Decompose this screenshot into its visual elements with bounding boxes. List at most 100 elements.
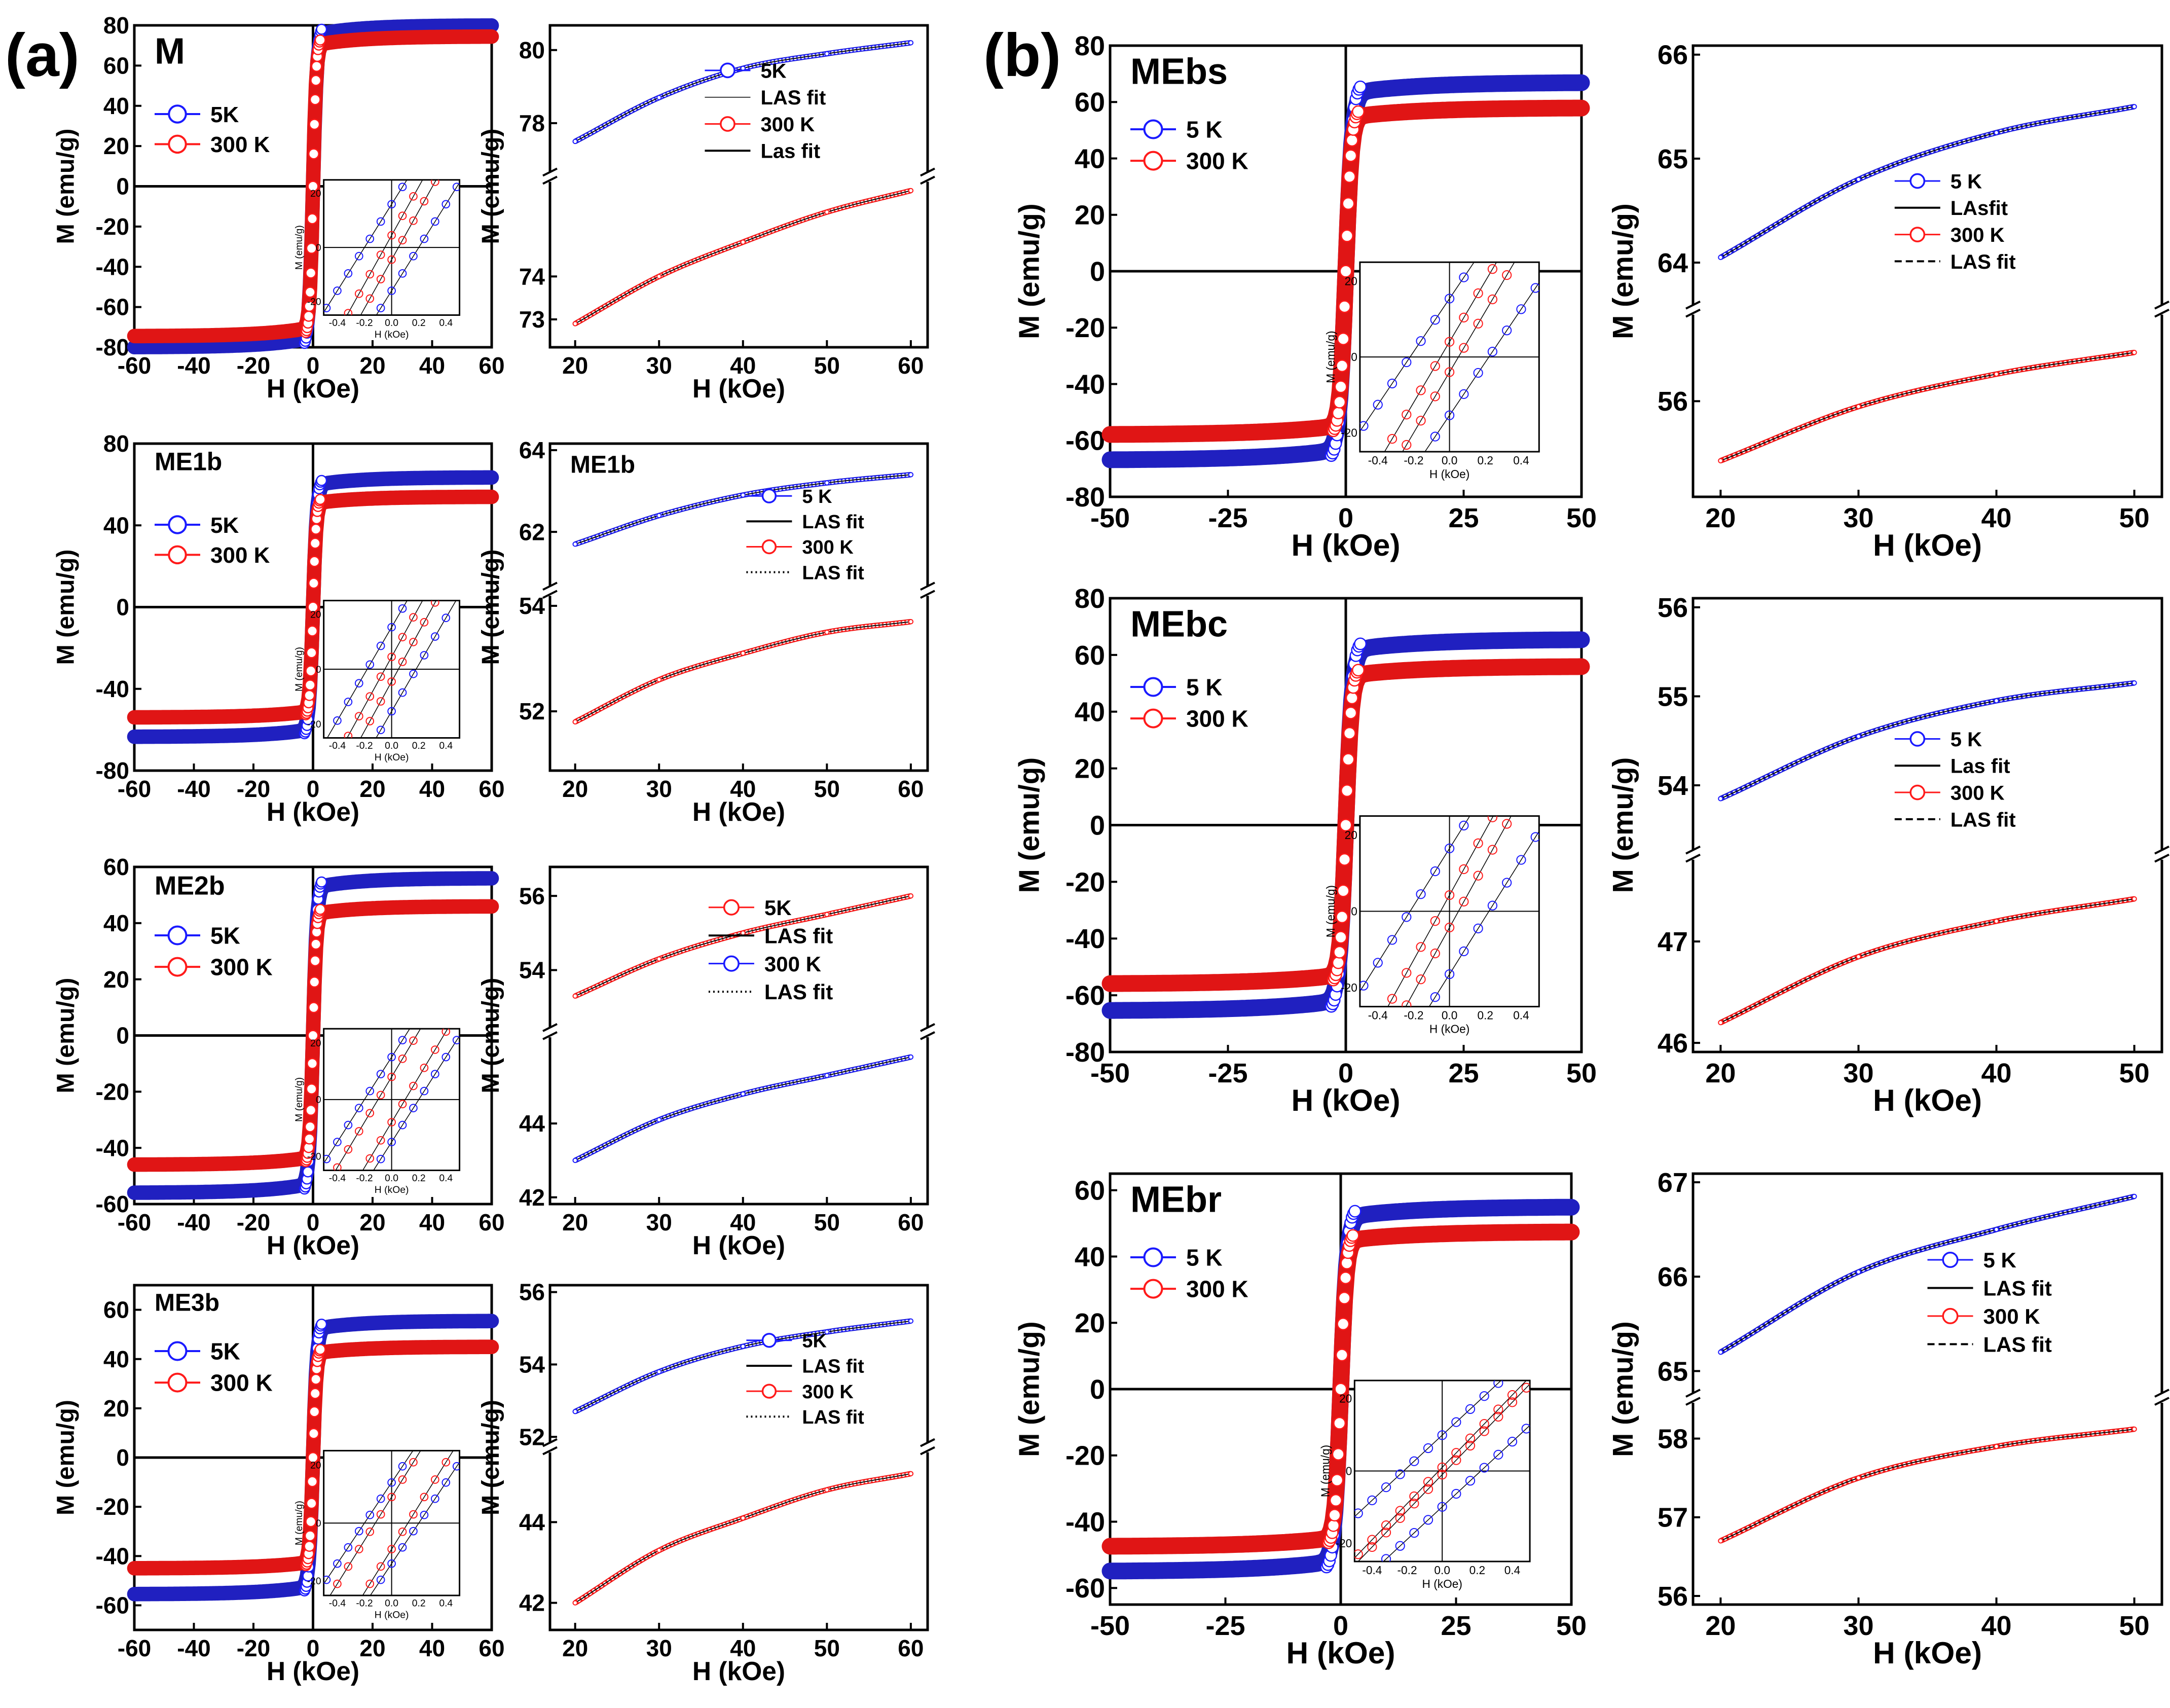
inset-data-point <box>1416 889 1426 899</box>
series-5k <box>572 893 914 999</box>
inset-y-tick-label: 20 <box>310 189 321 199</box>
x-tick-label: 20 <box>562 1209 588 1235</box>
y-tick-label: 52 <box>519 1424 545 1450</box>
inset-y-tick-label: 20 <box>310 1038 321 1049</box>
data-point <box>1343 170 1356 183</box>
series-band <box>574 471 911 547</box>
legend-label: 300 K <box>802 537 854 558</box>
inset-data-point <box>376 641 385 650</box>
series-5k <box>572 471 914 547</box>
x-tick-label: -60 <box>118 776 151 802</box>
inset-data-point <box>387 1118 396 1126</box>
inset-data-point <box>1387 935 1397 945</box>
data-point <box>1333 946 1346 959</box>
inset-data-point <box>1381 1482 1391 1493</box>
inset-series-blue <box>323 1029 460 1171</box>
inset-series-red <box>329 1450 454 1595</box>
data-point <box>1335 1349 1348 1362</box>
axis-break-mark <box>1685 1389 1701 1398</box>
inset-data-point <box>376 304 385 312</box>
inset-data-point <box>1354 1508 1363 1518</box>
x-tick-label: 30 <box>646 1209 672 1235</box>
inset-x-axis-label: H (kOe) <box>1429 1023 1469 1036</box>
x-tick-label: 50 <box>2119 1611 2150 1641</box>
y-tick-label: -60 <box>96 1191 129 1217</box>
inset-data-point <box>376 1562 385 1571</box>
inset-x-tick-label: 0.0 <box>1442 454 1458 467</box>
inset-data-point <box>1502 819 1512 829</box>
y-tick-label: 42 <box>519 1184 545 1211</box>
data-point <box>305 1516 317 1528</box>
x-tick-label: 50 <box>1556 1611 1587 1641</box>
inset-data-point <box>354 289 363 298</box>
y-tick-label: 40 <box>103 512 129 538</box>
inset-data-point <box>420 1510 429 1519</box>
data-point-anchor <box>824 1073 830 1078</box>
series-5k <box>1718 103 2137 260</box>
x-tick-label: -50 <box>1090 1611 1130 1641</box>
y-tick-label: 55 <box>1658 681 1688 712</box>
y-tick-label: 56 <box>519 1279 545 1305</box>
y-tick-label: -20 <box>96 213 129 240</box>
data-point <box>314 34 326 46</box>
data-point <box>309 976 320 988</box>
legend-label: 5 K <box>1951 170 1982 193</box>
chart-title: ME1b <box>155 448 222 476</box>
data-point <box>1343 726 1356 740</box>
inset-data-point <box>387 1138 396 1146</box>
axis-break-mark <box>542 175 558 185</box>
data-point-anchor <box>572 719 578 725</box>
axis-break-mark <box>2154 1389 2169 1398</box>
fit-line <box>575 190 911 324</box>
inset-branch-line <box>1354 1380 1527 1558</box>
data-point <box>309 1406 320 1418</box>
data-point <box>1345 134 1358 147</box>
data-point <box>316 475 327 486</box>
inset-x-tick-label: 0.0 <box>385 1173 398 1184</box>
inset-data-point <box>1487 294 1498 305</box>
inset-data-point <box>1479 1463 1489 1473</box>
x-tick-label: 50 <box>2119 503 2150 533</box>
axis-break-mark <box>542 582 558 591</box>
inset-data-point <box>1451 1448 1461 1458</box>
inset-y-axis-label: M (emu/g) <box>294 647 305 692</box>
data-point <box>304 679 316 691</box>
inset-data-point <box>1521 1424 1530 1434</box>
legend-marker <box>167 957 188 977</box>
inset-data-point <box>1487 900 1498 911</box>
series-red <box>127 29 499 344</box>
panel-label-a: (a) <box>5 21 80 89</box>
inset-data-point <box>1493 1404 1503 1414</box>
y-tick-label: 42 <box>519 1590 545 1616</box>
inset-branch-line <box>376 181 460 315</box>
data-point <box>1344 706 1357 719</box>
inset-series-red <box>1354 1380 1530 1561</box>
inset-x-tick-label: -0.4 <box>1362 1564 1382 1577</box>
inset-data-point <box>1430 916 1440 926</box>
inset-data-point <box>387 1478 396 1487</box>
series-band <box>1719 680 2135 802</box>
series-red <box>1101 99 1590 443</box>
legend-marker <box>723 955 740 972</box>
data-point <box>304 689 315 701</box>
inset-branch-line <box>323 179 408 313</box>
inset-data-point <box>1444 969 1455 979</box>
data-point <box>1345 692 1358 705</box>
y-tick-label: 67 <box>1658 1168 1688 1198</box>
inset-data-point <box>1373 958 1383 968</box>
inset-branch-line <box>1387 816 1494 1007</box>
inset-data-point <box>442 1052 451 1062</box>
series-band <box>574 619 911 724</box>
legend-marker <box>168 515 187 534</box>
inset-chart: -0.4 -0.2 0.0 0.2 0.4 -20 0 20 H (kOe) M (emu/g) <box>1324 261 1540 481</box>
inset-data-point <box>376 1575 385 1584</box>
inset-data-point <box>1465 1440 1476 1451</box>
data-point-anchor <box>572 541 578 547</box>
inset-x-tick-label: 0.0 <box>1434 1564 1450 1577</box>
x-axis-label: H (kOe) <box>692 1656 785 1686</box>
inset-data-point <box>1387 994 1397 1004</box>
data-point <box>304 286 316 298</box>
inset-x-axis-label: H (kOe) <box>1429 467 1469 481</box>
series-5k <box>1718 1193 2137 1355</box>
